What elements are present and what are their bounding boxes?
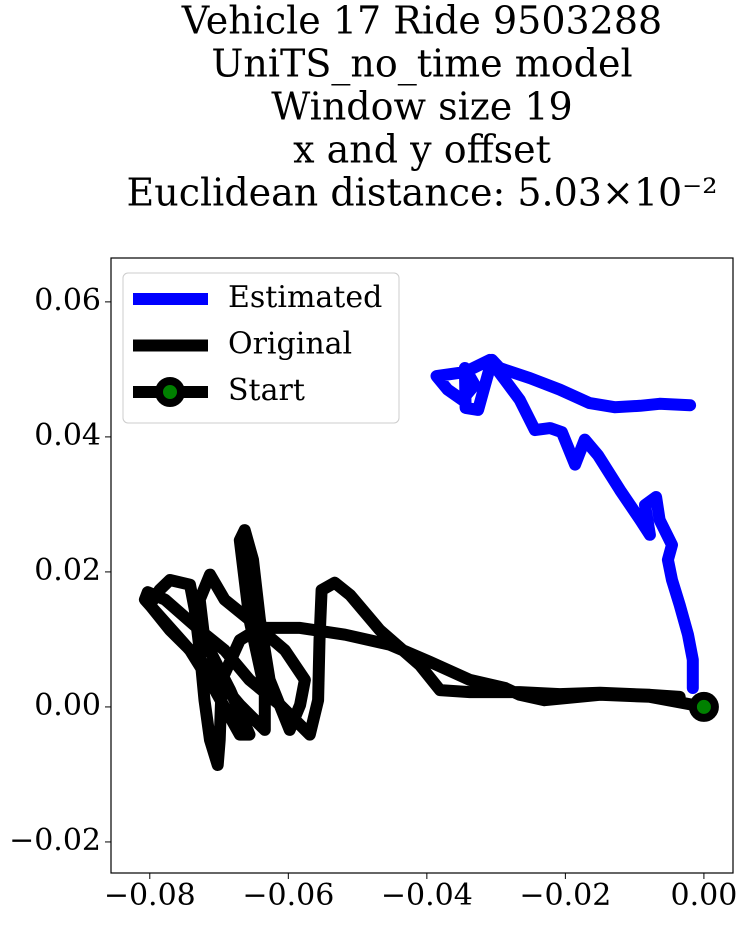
title-line: Euclidean distance: 5.03×10⁻² <box>127 171 718 215</box>
title-line: Vehicle 17 Ride 9503288 <box>181 0 662 43</box>
title-line: x and y offset <box>293 128 551 172</box>
legend-box <box>122 272 400 424</box>
series-line <box>138 524 710 771</box>
legend: Estimated Original Start <box>122 272 400 424</box>
x-tick-label: −0.06 <box>242 878 334 913</box>
x-tick-label: −0.02 <box>519 878 611 913</box>
y-tick-label: −0.02 <box>9 823 101 858</box>
legend-marker <box>155 377 185 407</box>
y-tick-label: 0.02 <box>34 553 101 588</box>
series-line <box>430 353 699 694</box>
x-tick-label: 0.00 <box>671 878 738 913</box>
x-tick-label: −0.04 <box>381 878 473 913</box>
title-line: Window size 19 <box>271 85 572 129</box>
y-tick-label: 0.04 <box>34 418 101 453</box>
legend-label: Start <box>228 373 305 408</box>
x-tick-label: −0.08 <box>104 878 196 913</box>
plot-area <box>138 353 719 771</box>
legend-label: Estimated <box>228 280 382 315</box>
start-marker <box>688 691 719 722</box>
axes-frame <box>110 257 734 874</box>
title-line: UniTS_no_time model <box>211 42 632 87</box>
legend-label: Original <box>228 327 352 362</box>
y-tick-label: 0.00 <box>34 688 101 723</box>
y-tick-label: 0.06 <box>34 283 101 318</box>
